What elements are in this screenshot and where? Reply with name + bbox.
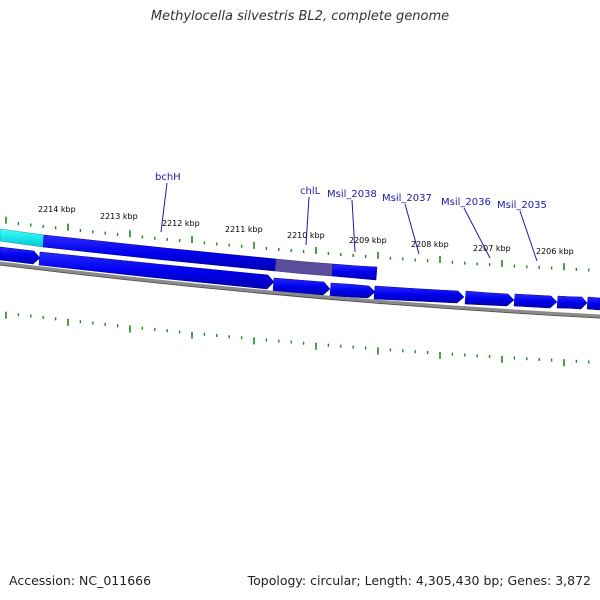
cds-arrow[interactable] <box>38 251 275 290</box>
leader-line <box>404 203 420 255</box>
genome-summary: Topology: circular; Length: 4,305,430 bp… <box>247 573 591 588</box>
leader-line <box>160 182 168 233</box>
feature-highlight[interactable] <box>0 228 45 248</box>
cds-arrow[interactable] <box>0 246 41 265</box>
gene-label-chlL[interactable]: chlL <box>300 186 321 197</box>
inner-tick-ruler <box>5 311 590 367</box>
gene-label-msil-2037[interactable]: Msil_2037 <box>382 193 432 204</box>
cds-arrow[interactable] <box>556 295 588 310</box>
tick-label: 2209 kbp <box>349 236 387 245</box>
leader-line <box>305 196 310 246</box>
forward-strand-track <box>0 228 378 281</box>
gene-leader-lines <box>160 182 538 262</box>
cds-arrow[interactable] <box>513 293 558 309</box>
tick-label: 2212 kbp <box>162 219 200 228</box>
cds-arrow[interactable] <box>586 296 600 311</box>
gene-label-msil-2036[interactable]: Msil_2036 <box>441 197 491 208</box>
cds-overlap-region[interactable] <box>274 258 334 277</box>
leader-line <box>351 199 356 253</box>
tick-label: 2207 kbp <box>473 244 511 253</box>
tick-label: 2210 kbp <box>287 231 325 240</box>
tick-label: 2211 kbp <box>225 225 263 234</box>
genome-backbone-shadow <box>0 264 600 319</box>
genome-title: Methylocella silvestris BL2, complete ge… <box>150 9 450 24</box>
tick-label: 2208 kbp <box>411 240 449 249</box>
tick-labels: 2214 kbp 2213 kbp 2212 kbp 2211 kbp 2210… <box>38 205 574 256</box>
tick-label: 2214 kbp <box>38 205 76 214</box>
gene-labels: bchH chlL Msil_2038 Msil_2037 Msil_2036 … <box>155 172 547 211</box>
cds-arrow[interactable] <box>464 290 515 307</box>
cds-feature-msil-2038[interactable] <box>331 263 378 281</box>
accession-label: Accession: NC_011666 <box>9 573 152 588</box>
cds-arrow[interactable] <box>373 285 465 304</box>
gene-label-msil-2038[interactable]: Msil_2038 <box>327 189 377 200</box>
tick-label: 2213 kbp <box>100 212 138 221</box>
leader-line <box>463 207 491 259</box>
outer-tick-ruler <box>5 216 590 272</box>
leader-line <box>519 210 538 262</box>
gene-label-bchH[interactable]: bchH <box>155 172 181 183</box>
cds-track <box>0 246 600 311</box>
gene-label-msil-2035[interactable]: Msil_2035 <box>497 200 547 211</box>
tick-label: 2206 kbp <box>536 247 574 256</box>
genome-backbone <box>0 261 600 318</box>
cds-arrow[interactable] <box>329 282 376 299</box>
